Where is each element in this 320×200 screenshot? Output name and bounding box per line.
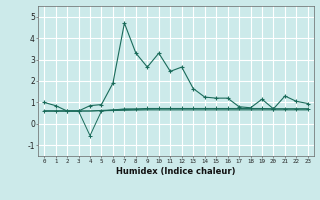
X-axis label: Humidex (Indice chaleur): Humidex (Indice chaleur): [116, 167, 236, 176]
